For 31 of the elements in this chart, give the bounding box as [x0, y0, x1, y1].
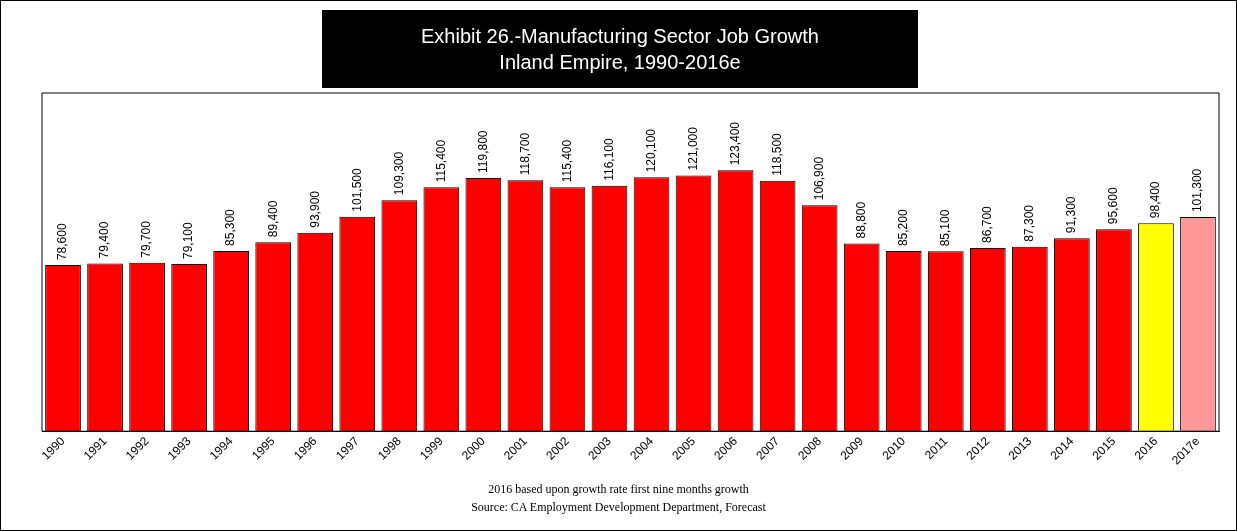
data-label: 120,100: [643, 128, 658, 173]
chart-title: Exhibit 26.-Manufacturing Sector Job Growth Inland Empire, 1990-2016e: [322, 10, 918, 88]
data-label: 115,400: [559, 139, 574, 183]
data-label: 116,100: [601, 137, 616, 181]
data-label: 78,600: [55, 223, 70, 261]
data-label: 101,300: [1190, 168, 1205, 213]
data-label: 95,600: [1106, 187, 1121, 225]
data-label: 115,400: [433, 139, 448, 183]
data-label: 121,000: [685, 126, 700, 171]
data-label: 79,700: [139, 220, 154, 258]
data-label: 79,400: [97, 221, 112, 259]
text: 2016 based upon growth rate first nine months growth: [487, 481, 750, 498]
data-label: 118,700: [517, 132, 532, 176]
data-label: 106,900: [811, 156, 826, 201]
data-label: 93,900: [307, 190, 322, 228]
data-label: 118,500: [769, 132, 784, 176]
data-label: 123,400: [727, 121, 742, 166]
data-label: 88,800: [854, 201, 869, 239]
source-note: Source: CA Employment Development Department, Forecast: [470, 499, 767, 516]
data-label: 86,700: [980, 205, 995, 243]
data-label: 119,800: [475, 130, 490, 173]
data-label: 87,300: [1022, 204, 1037, 242]
data-label: 101,500: [349, 167, 364, 212]
data-label: 98,400: [1148, 181, 1163, 219]
data-label: 79,100: [181, 221, 196, 260]
data-label: 85,100: [938, 209, 953, 247]
data-label: 85,200: [896, 209, 911, 247]
data-label: 109,300: [391, 151, 406, 196]
data-label: 89,400: [265, 200, 280, 238]
data-label: 85,300: [223, 208, 238, 246]
data-label: 91,300: [1064, 196, 1079, 234]
